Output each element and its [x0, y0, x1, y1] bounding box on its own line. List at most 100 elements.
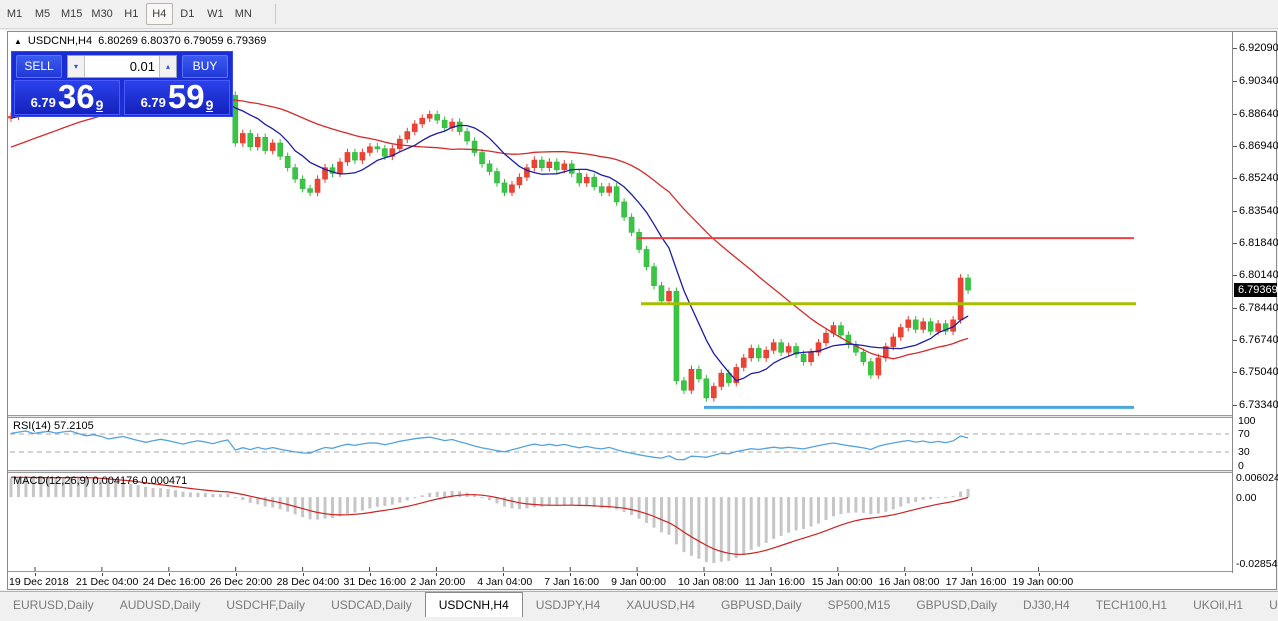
- chart-tab-audusd-daily[interactable]: AUDUSD,Daily: [119, 598, 201, 612]
- chart-tab-xauusd-h4[interactable]: XAUUSD,H4: [626, 598, 695, 612]
- sell-price-prefix: 6.79: [30, 95, 56, 110]
- chart-tab-tech100-h1[interactable]: TECH100,H1: [1095, 598, 1168, 612]
- macd-scale-label: 0.00: [1236, 492, 1257, 505]
- price-axis[interactable]: 6.92090 6.90340 6.88640 6.86940 6.85240 6.835…: [1232, 32, 1278, 573]
- time-tick-label: 28 Dec 04:00: [276, 576, 340, 588]
- time-tick-label: 24 Dec 16:00: [142, 576, 206, 588]
- chart-tab-usdchf-daily[interactable]: USDCHF,Daily: [226, 598, 306, 612]
- timeframe-button-w1[interactable]: W1: [207, 8, 224, 20]
- time-tick-mark: [101, 573, 103, 576]
- time-tick-label: 19 Jan 00:00: [1012, 576, 1074, 588]
- time-tick-mark: [837, 573, 839, 576]
- chart-collapse-icon[interactable]: ▲: [14, 36, 22, 46]
- price-tick-label: 6.85240: [1239, 172, 1278, 185]
- rsi-scale-label: 70: [1238, 428, 1250, 440]
- chart-tab-usdjpy-h4[interactable]: USDJPY,H4: [535, 598, 601, 612]
- price-tick-mark: [1233, 48, 1237, 50]
- price-tick-mark: [1233, 146, 1237, 147]
- time-tick-mark: [904, 573, 906, 576]
- time-tick-mark: [235, 573, 237, 576]
- timeframe-button-mn[interactable]: MN: [234, 8, 252, 20]
- chart-tab-gbpusd-daily[interactable]: GBPUSD,Daily: [916, 598, 998, 612]
- volume-decrease-icon[interactable]: ▾: [68, 55, 85, 77]
- price-chart-pane[interactable]: [8, 33, 1232, 415]
- time-tick-mark: [436, 573, 438, 576]
- macd-indicator-label: MACD(12,26,9) 0.004176 0.000471: [13, 475, 188, 487]
- price-tick-mark: [1233, 275, 1237, 277]
- pane-border: [8, 571, 1232, 572]
- timeframe-button-h4[interactable]: H4: [145, 3, 173, 25]
- price-tick-label: 6.83540: [1239, 204, 1278, 217]
- timeframe-button-d1[interactable]: D1: [180, 8, 195, 20]
- rsi-scale-label: 100: [1238, 414, 1256, 427]
- bottom-margin: [0, 617, 1278, 621]
- time-tick-mark: [637, 573, 639, 576]
- time-tick-label: 21 Dec 04:00: [75, 576, 139, 588]
- macd-scale-label: 0.006024: [1236, 472, 1278, 484]
- pane-splitter[interactable]: [8, 470, 1232, 473]
- time-tick-label: 7 Jan 16:00: [544, 576, 600, 588]
- price-tick-mark: [1233, 113, 1237, 115]
- chart-ohlc-values: 6.80269 6.80370 6.79059 6.79369: [98, 35, 267, 47]
- sell-price-quote[interactable]: 6.79 36 9: [14, 80, 120, 115]
- rsi-pane[interactable]: [8, 418, 1232, 470]
- price-tick-label: 6.78440: [1239, 301, 1278, 314]
- chart-tab-dj30-h4[interactable]: DJ30,H4: [1023, 598, 1070, 612]
- time-tick-label: 17 Jan 16:00: [945, 576, 1007, 588]
- price-tick-label: 6.86940: [1239, 140, 1278, 152]
- price-tick-mark: [1233, 340, 1237, 342]
- pane-splitter[interactable]: [8, 415, 1232, 418]
- time-tick-mark: [770, 573, 772, 576]
- time-tick-label: 26 Dec 20:00: [209, 576, 273, 588]
- chart-symbol-label: USDCNH,H4: [27, 35, 93, 47]
- chart-tab-eurusd-daily[interactable]: EURUSD,Daily: [13, 598, 94, 612]
- time-tick-mark: [1038, 573, 1040, 576]
- price-tick-mark: [1233, 404, 1237, 406]
- volume-increase-icon[interactable]: ▴: [159, 55, 176, 77]
- sell-price-point: 9: [95, 97, 104, 113]
- macd-pane[interactable]: [8, 473, 1232, 571]
- current-price-badge: 6.79369: [1234, 283, 1278, 298]
- price-tick-mark: [1233, 243, 1237, 245]
- buy-button[interactable]: BUY: [182, 54, 228, 78]
- time-tick-label: 11 Jan 16:00: [744, 576, 805, 588]
- price-tick-label: 6.75040: [1239, 366, 1278, 379]
- macd-scale-label: -0.028549: [1236, 558, 1278, 570]
- time-tick-mark: [35, 573, 36, 576]
- chart-tab-ukoil-h1[interactable]: UKOil,H1: [1193, 598, 1244, 612]
- timeframe-button-m5[interactable]: M5: [34, 8, 51, 20]
- time-axis[interactable]: 19 Dec 2018 21 Dec 04:00 24 Dec 16:00 26 De…: [8, 573, 1232, 589]
- time-tick-label: 16 Jan 08:00: [878, 576, 940, 588]
- price-tick-label: 6.80140: [1239, 269, 1278, 282]
- price-tick-label: 6.90340: [1239, 75, 1278, 88]
- chart-tab-sp500-m15[interactable]: SP500,M15: [827, 598, 891, 612]
- price-tick-mark: [1233, 178, 1237, 180]
- price-tick-label: 6.92090: [1239, 42, 1278, 55]
- time-tick-label: 10 Jan 08:00: [678, 576, 739, 588]
- timeframe-button-h1[interactable]: H1: [124, 8, 139, 20]
- time-tick-label: 2 Jan 20:00: [410, 576, 466, 588]
- timeframe-button-m30[interactable]: M30: [91, 8, 113, 20]
- volume-input[interactable]: [85, 55, 159, 77]
- time-tick-label: 15 Jan 00:00: [811, 576, 873, 588]
- price-tick-mark: [1233, 81, 1237, 83]
- buy-price-quote[interactable]: 6.79 59 9: [124, 80, 230, 115]
- price-tick-label: 6.88640: [1239, 107, 1278, 120]
- chart-tab-u[interactable]: U: [1269, 598, 1278, 612]
- timeframe-toolbar: M1 M5 M15 M30 H1 H4 D1 W1 MN: [0, 0, 1278, 29]
- time-tick-mark: [570, 573, 572, 576]
- chart-tab-gbpusd-daily[interactable]: GBPUSD,Daily: [720, 598, 802, 612]
- timeframe-button-m1[interactable]: M1: [6, 8, 23, 20]
- chart-tab-usdcnh-h4[interactable]: USDCNH,H4: [424, 592, 523, 617]
- price-tick-mark: [1233, 307, 1237, 309]
- time-tick-mark: [971, 573, 973, 576]
- time-tick-mark: [168, 573, 170, 576]
- price-tick-label: 6.73340: [1239, 398, 1278, 411]
- rsi-scale-label: 30: [1238, 446, 1250, 458]
- timeframe-button-m15[interactable]: M15: [61, 8, 83, 20]
- sell-button[interactable]: SELL: [16, 54, 62, 78]
- time-tick-mark: [302, 573, 304, 576]
- chart-tab-usdcad-daily[interactable]: USDCAD,Daily: [331, 598, 412, 612]
- buy-price-point: 9: [205, 97, 214, 113]
